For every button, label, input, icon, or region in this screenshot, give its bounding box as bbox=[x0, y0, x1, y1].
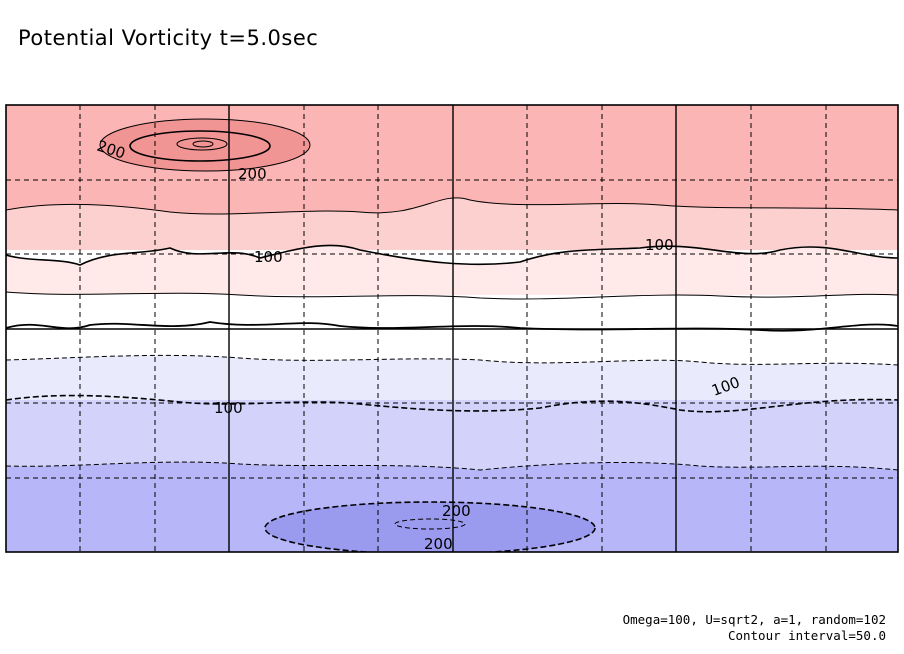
contour-zero bbox=[6, 321, 898, 332]
contour-lines bbox=[6, 118, 898, 552]
contour-negative bbox=[264, 501, 596, 552]
contour-positive bbox=[6, 291, 898, 300]
grid-lines bbox=[6, 105, 898, 552]
contour-label: 100 bbox=[645, 236, 674, 254]
contour-label: 100 bbox=[214, 399, 243, 417]
band-above-200 bbox=[100, 119, 310, 171]
plot-frame bbox=[5, 104, 899, 553]
contour-positive bbox=[176, 137, 228, 151]
contour-negative bbox=[6, 354, 898, 366]
contour-labels: 200 200 100 100 100 100 200 200 bbox=[95, 137, 743, 553]
contour-label: 100 bbox=[254, 248, 283, 266]
contour-interval-note: Contour interval=50.0 bbox=[727, 628, 886, 643]
contour-negative bbox=[394, 518, 466, 530]
parameters-note: Omega=100, U=sqrt2, a=1, random=102 bbox=[622, 612, 886, 627]
contour-label: 200 bbox=[424, 535, 453, 553]
chart-notes: Omega=100, U=sqrt2, a=1, random=102 Cont… bbox=[623, 612, 886, 644]
contour-positive bbox=[129, 130, 271, 162]
contour-label: 200 bbox=[442, 502, 471, 520]
contour-positive bbox=[192, 140, 214, 148]
contour-positive bbox=[6, 244, 898, 266]
contour-negative bbox=[6, 461, 898, 471]
chart-title: Potential Vorticity t=5.0sec bbox=[18, 26, 319, 50]
contour-positive bbox=[99, 118, 311, 172]
contour-label: 200 bbox=[238, 165, 267, 183]
band-below-neg-200 bbox=[265, 502, 595, 552]
contour-positive bbox=[6, 197, 898, 215]
